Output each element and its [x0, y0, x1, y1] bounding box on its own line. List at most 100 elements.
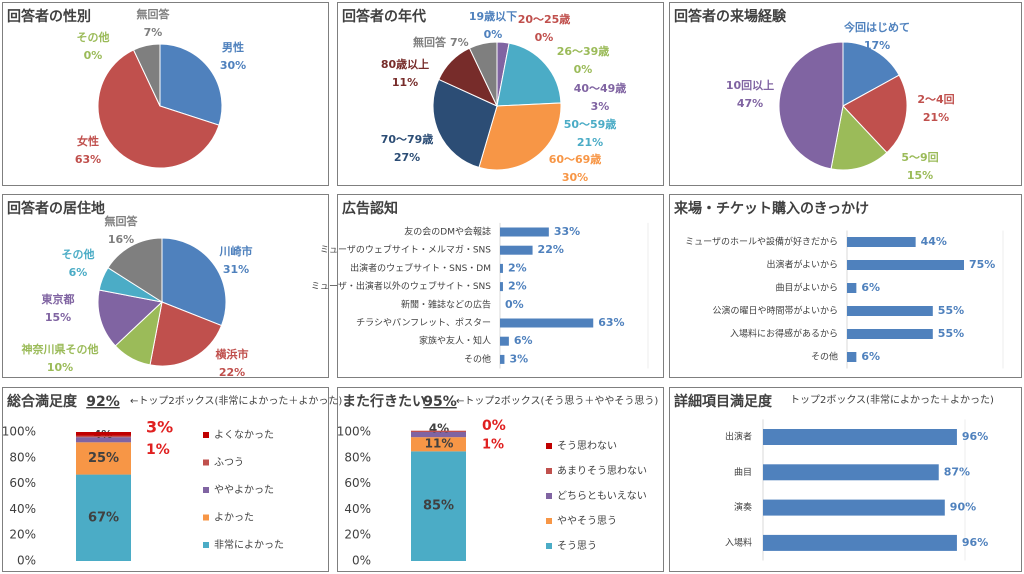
legend-marker [203, 514, 209, 521]
value-label: 21% [923, 111, 949, 124]
category-label: ミューザのホールや設備が好きだから [685, 236, 838, 248]
pie-slice [468, 41, 498, 107]
slice-label: 80歳以上 [381, 57, 429, 71]
legend-label: ややよかった [214, 484, 274, 496]
value-label: 0% [84, 49, 103, 62]
category-label: 曲目 [734, 467, 752, 478]
value-label: 22% [219, 366, 245, 379]
category-label: ミューザ・出演者以外のウェブサイト・SNS [311, 280, 491, 292]
category-label: 入場料にお得感があるから [730, 328, 838, 340]
bar-segment [76, 435, 131, 438]
value-label: 96% [962, 430, 988, 443]
slice-label: 50〜59歳 [564, 117, 617, 131]
category-label: ミューザのウェブサイト・メルマガ・SNS [320, 244, 491, 256]
y-tick-label: 100% [2, 425, 36, 439]
bar [847, 260, 964, 270]
value-label: 3% [146, 418, 173, 437]
legend-marker [546, 468, 552, 474]
y-tick-label: 40% [9, 502, 36, 516]
legend-marker [546, 443, 552, 449]
legend-marker [203, 487, 209, 493]
chart-title: 来場・チケット購入のきっかけ [673, 200, 869, 217]
slice-label: 40〜49歳 [574, 81, 627, 95]
bar [763, 464, 939, 481]
slice-label: 女性 [77, 134, 99, 148]
annotation: 92% [86, 394, 120, 410]
pie-slice [496, 42, 562, 107]
value-label: 1% [146, 442, 170, 458]
category-label: 曲目がよいから [775, 282, 838, 294]
category-label: 公演の曜日や時間帯がよいから [712, 305, 838, 317]
subtitle: トップ2ボックス(非常によかった＋よかった) [790, 393, 994, 406]
pie-slice [149, 301, 223, 367]
legend-label: ふつう [214, 457, 244, 469]
value-label: 6% [861, 281, 880, 294]
pie-slice [161, 237, 227, 327]
y-tick-label: 60% [344, 476, 371, 490]
value-label: 17% [864, 39, 890, 52]
slice-label: 川崎市 [219, 244, 253, 258]
value-label: 1% [482, 438, 504, 453]
slice-label: 神奈川県その他 [22, 342, 99, 356]
chart-title: 総合満足度 [7, 393, 78, 410]
value-label: 44% [921, 235, 947, 248]
slice-label: 無回答 [137, 7, 171, 21]
category-label: 友の会のDMや会報誌 [404, 226, 491, 238]
value-label: 0% [484, 28, 503, 41]
value-label: 63% [598, 316, 624, 329]
category-label: 出演者のウェブサイト・SNS・DM [350, 262, 491, 274]
pie-slice [778, 41, 844, 170]
value-label: 25% [88, 451, 119, 466]
value-label: 16% [108, 233, 134, 246]
bar [500, 354, 505, 364]
legend-label: よくなかった [214, 429, 274, 441]
slice-label: 男性 [222, 40, 244, 54]
bar-segment [76, 442, 131, 475]
chart-title: 広告認知 [342, 200, 398, 217]
value-label: 0% [482, 418, 506, 434]
bar [763, 534, 957, 551]
value-label: 6% [69, 266, 88, 279]
pie-slice [159, 43, 223, 126]
slice-label: 20〜25歳 [518, 12, 571, 26]
legend-marker [546, 543, 552, 549]
panel [337, 194, 664, 378]
value-label: 47% [737, 97, 763, 110]
legend-label: そう思わない [557, 440, 617, 452]
chart-title: 回答者の居住地 [7, 200, 105, 217]
panel [337, 2, 664, 186]
legend-label: そう思う [557, 540, 597, 552]
legend-label: ややそう思う [557, 515, 617, 527]
category-label: 新聞・雑誌などの広告 [401, 298, 491, 310]
panel [337, 387, 664, 572]
value-label: 11% [425, 437, 454, 451]
value-label: 30% [562, 171, 588, 184]
legend-marker [546, 518, 552, 524]
chart-title: 詳細項目満足度 [674, 393, 773, 410]
category-label: 家族や友人・知人 [419, 335, 491, 347]
bar-segment [411, 430, 466, 432]
legend-marker [203, 459, 209, 466]
bar [500, 263, 503, 273]
value-label: 4% [429, 422, 449, 436]
pie-slice [432, 78, 498, 169]
panel [669, 387, 1022, 572]
value-label: 15% [45, 311, 71, 324]
value-label: 6% [514, 334, 533, 347]
category-label: 演奏 [734, 501, 752, 513]
slice-label: 無回答 [413, 35, 447, 49]
value-label: 90% [950, 501, 976, 514]
y-tick-label: 0% [17, 554, 36, 568]
value-label: 7% [450, 36, 469, 49]
bar [763, 499, 945, 516]
value-label: 6% [861, 350, 880, 363]
value-label: 30% [220, 59, 246, 72]
panel [669, 2, 1022, 186]
bar [500, 227, 549, 237]
legend-marker [203, 542, 209, 548]
pie-slice [830, 104, 888, 171]
pie-slice [478, 102, 562, 171]
value-label: 27% [394, 151, 420, 164]
y-tick-label: 100% [337, 425, 371, 439]
